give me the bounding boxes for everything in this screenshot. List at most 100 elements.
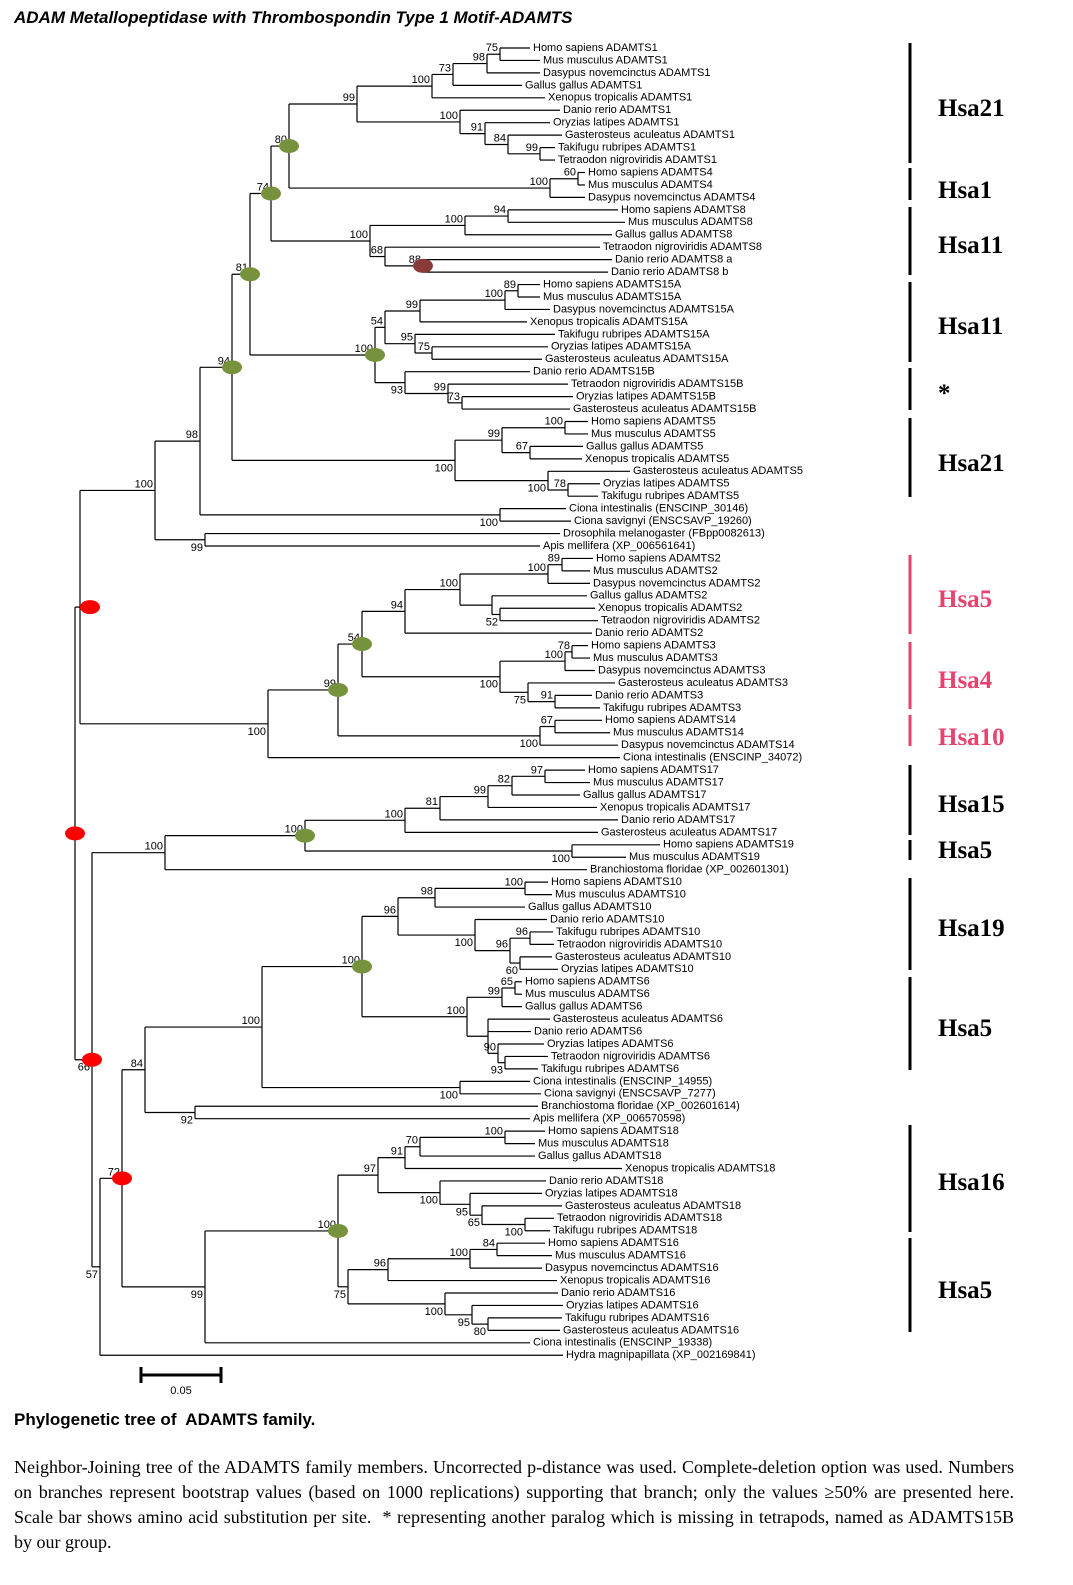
leaf-label: Oryzias latipes ADAMTS16 — [566, 1299, 699, 1311]
bootstrap-label: 99 — [406, 299, 418, 311]
bootstrap-label: 96 — [516, 926, 528, 938]
leaf-label: Homo sapiens ADAMTS14 — [605, 714, 736, 726]
bootstrap-label: 98 — [473, 52, 485, 64]
leaf-label: Gasterosteus aculeatus ADAMTS1 — [565, 129, 735, 141]
leaf-label: Danio rerio ADAMTS8 b — [611, 266, 728, 278]
clade-label: Hsa1 — [938, 177, 992, 204]
leaf-label: Dasypus novemcinctus ADAMTS14 — [621, 739, 795, 751]
leaf-label: Dasypus novemcinctus ADAMTS4 — [588, 191, 756, 203]
bootstrap-label: 75 — [514, 694, 526, 706]
leaf-label: Homo sapiens ADAMTS16 — [548, 1237, 679, 1249]
leaf-label: Branchiostoma floridae (XP_002601301) — [590, 864, 789, 876]
bootstrap-label: 84 — [483, 1237, 495, 1249]
leaf-label: Homo sapiens ADAMTS19 — [663, 839, 794, 851]
leaf-label: Mus musculus ADAMTS18 — [538, 1138, 669, 1150]
leaf-label: Ciona intestinalis (ENSCINP_19338) — [533, 1337, 712, 1349]
bootstrap-label: 96 — [374, 1258, 386, 1270]
node-marker — [261, 186, 281, 201]
leaf-label: Takifugu rubripes ADAMTS10 — [556, 926, 700, 938]
page-title: ADAM Metallopeptidase with Thrombospondi… — [14, 8, 573, 27]
bootstrap-label: 99 — [526, 142, 538, 154]
leaf-label: Gasterosteus aculeatus ADAMTS5 — [633, 465, 803, 477]
leaf-label: Dasypus novemcinctus ADAMTS16 — [545, 1262, 719, 1274]
bootstrap-label: 73 — [448, 391, 460, 403]
leaf-label: Gallus gallus ADAMTS10 — [528, 901, 652, 913]
bootstrap-label: 100 — [450, 1247, 468, 1259]
bootstrap-label: 93 — [391, 385, 403, 397]
node-marker — [413, 258, 433, 273]
leaf-label: Gallus gallus ADAMTS17 — [583, 789, 707, 801]
bootstrap-label: 100 — [440, 1090, 458, 1102]
clade-label: Hsa21 — [938, 450, 1005, 477]
bootstrap-label: 100 — [528, 483, 546, 495]
leaf-label: Gallus gallus ADAMTS2 — [590, 590, 707, 602]
bootstrap-label: 75 — [486, 42, 498, 54]
bootstrap-label: 95 — [401, 332, 413, 344]
bootstrap-label: 75 — [334, 1289, 346, 1301]
leaf-label: Xenopus tropicalis ADAMTS2 — [598, 602, 742, 614]
node-marker — [328, 682, 348, 697]
bootstrap-label: 68 — [371, 245, 383, 257]
leaf-label: Danio rerio ADAMTS10 — [550, 913, 664, 925]
bootstrap-label: 99 — [191, 1289, 203, 1301]
leaf-label: Dasypus novemcinctus ADAMTS1 — [543, 67, 711, 79]
leaf-label: Danio rerio ADAMTS8 a — [615, 254, 733, 266]
clade-label: Hsa4 — [938, 667, 993, 694]
clade-label: Hsa15 — [938, 791, 1005, 818]
leaf-label: Mus musculus ADAMTS3 — [593, 652, 718, 664]
leaf-label: Drosophila melanogaster (FBpp0082613) — [563, 527, 765, 539]
leaf-label: Gallus gallus ADAMTS8 — [615, 229, 732, 241]
bootstrap-label: 84 — [131, 1058, 143, 1070]
leaf-label: Ciona intestinalis (ENSCINP_30146) — [569, 503, 748, 515]
leaf-label: Danio rerio ADAMTS1 — [563, 104, 671, 116]
bootstrap-label: 99 — [434, 381, 446, 393]
bootstrap-label: 94 — [494, 204, 506, 216]
leaf-label: Mus musculus ADAMTS8 — [628, 216, 753, 228]
bootstrap-label: 100 — [505, 1227, 523, 1239]
node-marker — [279, 139, 299, 154]
bootstrap-label: 65 — [468, 1217, 480, 1229]
bootstrap-label: 57 — [86, 1269, 98, 1281]
leaf-label: Xenopus tropicalis ADAMTS5 — [585, 453, 729, 465]
bootstrap-label: 96 — [384, 904, 396, 916]
bootstrap-label: 99 — [343, 92, 355, 104]
bootstrap-label: 100 — [530, 176, 548, 188]
bootstrap-label: 92 — [181, 1114, 193, 1126]
leaf-label: Ciona savignyi (ENSCSAVP_7277) — [544, 1088, 716, 1100]
node-marker — [295, 828, 315, 843]
bootstrap-label: 100 — [425, 1306, 443, 1318]
leaf-label: Gasterosteus aculeatus ADAMTS15B — [573, 403, 756, 415]
bootstrap-label: 100 — [248, 726, 266, 738]
leaf-label: Gasterosteus aculeatus ADAMTS10 — [555, 951, 731, 963]
node-marker — [80, 600, 100, 615]
leaf-label: Xenopus tropicalis ADAMTS15A — [530, 316, 688, 328]
bootstrap-label: 100 — [135, 478, 153, 490]
leaf-label: Danio rerio ADAMTS3 — [595, 689, 703, 701]
bootstrap-label: 100 — [420, 1195, 438, 1207]
clade-label: Hsa5 — [938, 1277, 992, 1304]
clade-label: Hsa16 — [938, 1169, 1005, 1196]
leaf-label: Mus musculus ADAMTS6 — [525, 988, 650, 1000]
bootstrap-label: 100 — [445, 213, 463, 225]
leaf-label: Homo sapiens ADAMTS2 — [596, 552, 721, 564]
bootstrap-label: 100 — [412, 74, 430, 86]
leaf-label: Oryzias latipes ADAMTS10 — [561, 963, 694, 975]
clade-label: * — [938, 380, 951, 407]
leaf-label: Branchiostoma floridae (XP_002601614) — [541, 1100, 740, 1112]
leaf-label: Homo sapiens ADAMTS5 — [591, 415, 716, 427]
bootstrap-label: 67 — [541, 715, 553, 727]
leaf-label: Mus musculus ADAMTS19 — [629, 851, 760, 863]
leaf-label: Tetraodon nigroviridis ADAMTS6 — [551, 1050, 710, 1062]
clade-label: Hsa11 — [938, 313, 1003, 340]
bootstrap-label: 91 — [541, 690, 553, 702]
bootstrap-label: 94 — [391, 599, 403, 611]
bootstrap-label: 100 — [440, 578, 458, 590]
node-marker — [222, 360, 242, 375]
bootstrap-label: 98 — [186, 429, 198, 441]
leaf-label: Takifugu rubripes ADAMTS3 — [603, 702, 741, 714]
leaf-label: Oryzias latipes ADAMTS6 — [547, 1038, 674, 1050]
leaf-label: Homo sapiens ADAMTS4 — [588, 166, 713, 178]
caption-text: Neighbor-Joining tree of the ADAMTS fami… — [14, 1457, 1019, 1552]
leaf-label: Mus musculus ADAMTS10 — [555, 889, 686, 901]
bootstrap-label: 99 — [191, 542, 203, 554]
